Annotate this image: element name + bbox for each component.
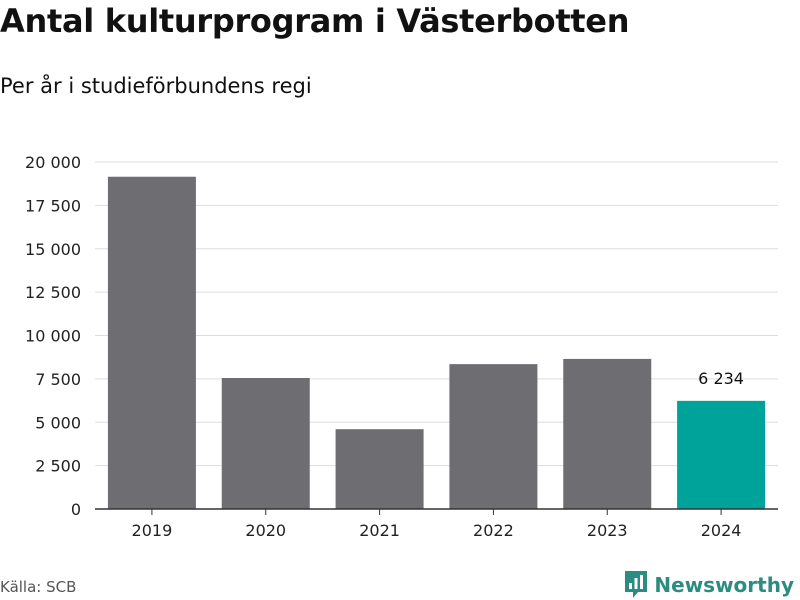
y-tick-label: 2 500 [35,457,81,476]
bar [677,400,766,509]
y-tick-label: 5 000 [35,413,81,432]
y-tick-label: 7 500 [35,370,81,389]
data-label: 6 234 [698,369,744,388]
x-axis-ticks: 2019 2020 2021 2022 2023 2024 [132,509,742,540]
data-labels: 6 234 [698,369,744,388]
x-tick-label: 2023 [587,521,628,540]
x-tick-label: 2019 [132,521,173,540]
bars [107,176,766,509]
x-tick-label: 2024 [701,521,742,540]
bar [221,378,310,509]
chart-title: Antal kulturprogram i Västerbotten [0,2,630,40]
x-tick-label: 2022 [473,521,514,540]
x-tick-label: 2020 [245,521,286,540]
x-tick-label: 2021 [359,521,400,540]
y-tick-label: 20 000 [25,153,81,172]
bar [449,364,538,509]
gridlines [95,161,778,467]
y-tick-label: 0 [71,500,81,519]
chart-subtitle: Per år i studieförbundens regi [0,74,312,98]
bar [107,176,196,509]
bar [563,358,652,509]
y-tick-label: 17 500 [25,196,81,215]
y-axis-ticks: 0 2 500 5 000 7 500 10 000 12 500 15 000 17 500… [25,153,81,519]
bar [335,429,424,509]
y-tick-label: 12 500 [25,283,81,302]
y-tick-label: 15 000 [25,240,81,259]
source-note: Källa: SCB [0,578,77,596]
y-tick-label: 10 000 [25,327,81,346]
newsworthy-logo-icon [625,571,648,598]
brand-logo: Newsworthy [624,570,794,600]
brand-name: Newsworthy [654,573,794,597]
